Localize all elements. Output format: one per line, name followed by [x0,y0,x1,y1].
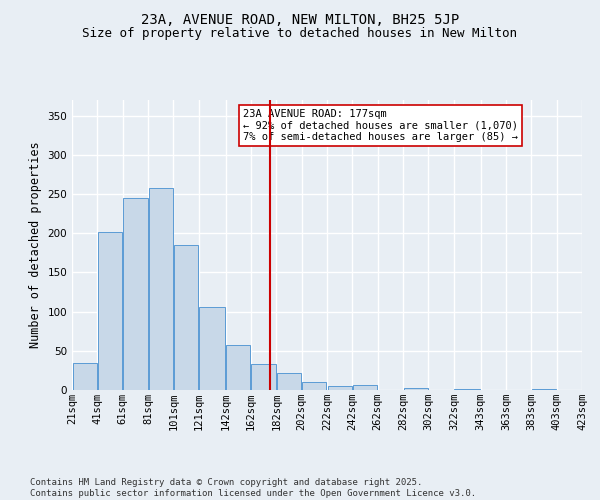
Y-axis label: Number of detached properties: Number of detached properties [29,142,42,348]
Bar [123,198,148,390]
Bar [226,344,250,390]
Bar [328,386,352,390]
Bar [302,382,326,390]
Text: Size of property relative to detached houses in New Milton: Size of property relative to detached ho… [83,28,517,40]
Bar [353,386,377,390]
Bar [454,389,480,390]
Text: 23A, AVENUE ROAD, NEW MILTON, BH25 5JP: 23A, AVENUE ROAD, NEW MILTON, BH25 5JP [141,12,459,26]
Bar [251,364,276,390]
Bar [73,362,97,390]
Bar [532,389,556,390]
Text: Contains HM Land Registry data © Crown copyright and database right 2025.
Contai: Contains HM Land Registry data © Crown c… [30,478,476,498]
Bar [174,245,199,390]
Bar [199,307,225,390]
Bar [277,373,301,390]
Bar [404,388,428,390]
Bar [98,232,122,390]
Text: 23A AVENUE ROAD: 177sqm
← 92% of detached houses are smaller (1,070)
7% of semi-: 23A AVENUE ROAD: 177sqm ← 92% of detache… [243,108,518,142]
Bar [149,188,173,390]
